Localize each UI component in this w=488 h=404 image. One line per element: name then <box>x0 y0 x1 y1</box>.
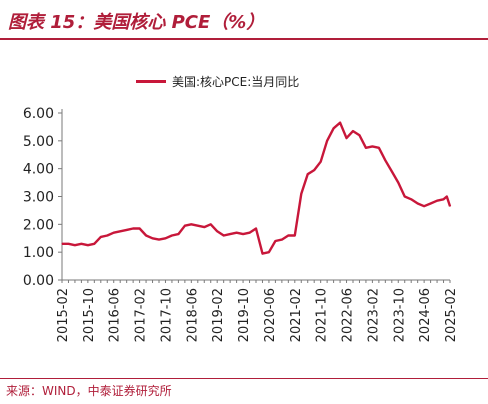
data-point <box>236 232 238 234</box>
data-point <box>365 147 367 149</box>
x-tick-label: 2017-02 <box>134 288 149 342</box>
x-tick-label: 2019-02 <box>211 288 226 342</box>
data-point <box>145 234 147 237</box>
data-point <box>436 200 438 202</box>
legend: 美国:核心PCE:当月同比 <box>136 73 299 90</box>
data-point <box>294 234 296 237</box>
data-point <box>158 239 160 241</box>
y-tick-label: 1.00 <box>23 245 54 261</box>
data-point <box>67 243 70 245</box>
y-tick-label: 0.00 <box>23 273 54 289</box>
x-tick-label: 2016-06 <box>108 288 123 342</box>
data-point <box>417 202 419 205</box>
data-point <box>255 227 257 230</box>
x-tick-label: 2015-10 <box>82 288 97 342</box>
data-point <box>100 236 102 238</box>
data-point <box>358 134 361 136</box>
data-point <box>210 223 212 225</box>
y-tick-label: 5.00 <box>23 134 54 150</box>
y-tick-label: 6.00 <box>23 106 54 122</box>
data-point <box>313 169 315 171</box>
y-tick-label: 2.00 <box>23 217 54 233</box>
data-point <box>248 232 251 234</box>
data-point <box>307 173 309 175</box>
data-point <box>216 230 218 232</box>
data-point <box>352 130 354 132</box>
data-point <box>151 237 154 239</box>
data-point <box>164 237 167 239</box>
x-tick-label: 2021-10 <box>315 288 330 342</box>
data-point <box>177 233 179 235</box>
data-point <box>139 227 141 230</box>
data-point <box>281 239 283 241</box>
data-point <box>197 225 199 227</box>
legend-label: 美国:核心PCE:当月同比 <box>172 75 300 89</box>
x-tick-label: 2019-10 <box>237 288 252 342</box>
chart-title: 图表 15：美国核心 PCE（%） <box>8 12 265 33</box>
data-point <box>93 243 95 245</box>
data-point <box>397 182 399 184</box>
data-point <box>242 233 244 235</box>
data-point <box>339 122 341 124</box>
data-point <box>261 253 264 255</box>
x-tick-label: 2024-06 <box>418 288 433 342</box>
data-point <box>229 233 231 235</box>
y-tick-label: 3.00 <box>23 190 54 206</box>
data-point <box>184 225 186 227</box>
data-point <box>371 145 373 147</box>
series-line <box>62 121 452 255</box>
data-point <box>430 202 432 205</box>
x-tick-label: 2020-06 <box>263 288 278 342</box>
data-point <box>80 243 82 245</box>
data-point <box>410 198 412 200</box>
data-point <box>384 159 386 161</box>
legend-swatch <box>136 80 166 83</box>
data-point <box>203 226 205 228</box>
data-point <box>171 234 173 237</box>
data-point <box>223 234 225 237</box>
y-tick-label: 4.00 <box>23 162 54 178</box>
data-point <box>106 234 108 237</box>
data-point <box>87 244 89 246</box>
source-divider <box>0 378 488 379</box>
x-tick-label: 2018-06 <box>185 288 200 342</box>
data-point <box>113 232 115 234</box>
data-point <box>333 127 335 129</box>
data-point <box>300 193 302 195</box>
data-point <box>287 234 289 237</box>
data-point <box>190 223 192 225</box>
x-tick-label: 2023-02 <box>366 288 381 342</box>
data-point <box>404 195 406 198</box>
source-note: 来源：WIND，中泰证券研究所 <box>6 384 172 398</box>
x-tick-label: 2015-02 <box>56 288 71 342</box>
data-point <box>132 227 134 230</box>
data-point <box>119 230 121 232</box>
data-point <box>74 244 76 246</box>
data-point <box>378 147 380 149</box>
x-tick-label: 2021-02 <box>289 288 304 342</box>
data-point <box>449 205 451 207</box>
data-point <box>442 198 445 200</box>
title-divider <box>0 38 488 40</box>
data-point <box>446 195 448 198</box>
data-point <box>320 161 322 163</box>
data-point <box>391 170 393 172</box>
data-point <box>268 251 270 253</box>
data-point <box>61 243 63 245</box>
x-tick-label: 2017-10 <box>159 288 174 342</box>
data-point <box>423 205 425 207</box>
data-point <box>326 140 328 142</box>
x-tick-label: 2023-10 <box>392 288 407 342</box>
data-point <box>274 240 276 242</box>
data-point <box>345 137 348 139</box>
x-tick-label: 2022-06 <box>341 288 356 342</box>
data-point <box>126 229 128 231</box>
x-tick-label: 2025-02 <box>444 288 459 342</box>
